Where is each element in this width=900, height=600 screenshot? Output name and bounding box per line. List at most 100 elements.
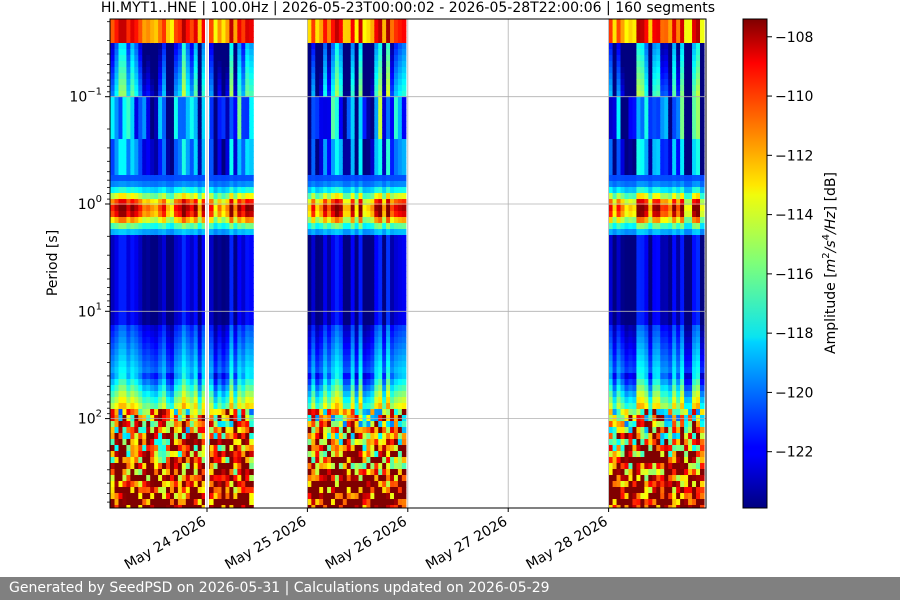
heatmap-cell xyxy=(362,343,368,350)
heatmap-cell xyxy=(393,187,399,194)
heatmap-cell xyxy=(138,433,143,440)
heatmap-cell xyxy=(327,199,332,206)
heatmap-cell xyxy=(374,361,379,368)
heatmap-cell xyxy=(323,307,328,314)
heatmap-cell xyxy=(217,313,223,320)
heatmap-cell xyxy=(114,319,120,326)
heatmap-cell xyxy=(354,253,360,260)
heatmap-cell xyxy=(130,391,135,398)
heatmap-cell xyxy=(185,175,191,182)
heatmap-cell xyxy=(338,277,344,284)
heatmap-cell xyxy=(370,133,375,140)
heatmap-cell xyxy=(315,499,320,506)
heatmap-cell xyxy=(393,349,399,356)
heatmap-cell xyxy=(331,127,336,134)
heatmap-cell xyxy=(110,403,116,410)
heatmap-cell xyxy=(114,235,120,242)
heatmap-cell xyxy=(241,451,246,458)
heatmap-cell xyxy=(346,157,352,164)
heatmap-cell xyxy=(307,439,312,446)
heatmap-cell xyxy=(158,475,163,482)
heatmap-cell xyxy=(307,469,312,476)
heatmap-cell xyxy=(138,43,143,50)
heatmap-cell xyxy=(177,199,183,206)
heatmap-cell xyxy=(374,439,379,446)
heatmap-cell xyxy=(334,145,340,152)
heatmap-cell xyxy=(331,367,336,374)
heatmap-cell xyxy=(225,427,231,434)
heatmap-cell xyxy=(201,379,207,386)
heatmap-cell xyxy=(362,103,368,110)
heatmap-cell xyxy=(166,85,171,92)
heatmap-cell xyxy=(197,43,203,50)
heatmap-cell xyxy=(346,73,352,80)
heatmap-cell xyxy=(338,463,344,470)
heatmap-cell xyxy=(138,133,143,140)
heatmap-cell xyxy=(346,325,352,332)
heatmap-cell xyxy=(166,265,171,272)
heatmap-cell xyxy=(118,301,124,308)
heatmap-cell xyxy=(374,277,379,284)
heatmap-cell xyxy=(237,79,242,86)
heatmap-cell xyxy=(138,241,143,248)
heatmap-cell xyxy=(209,349,215,356)
heatmap-cell xyxy=(177,31,183,38)
heatmap-cell xyxy=(319,73,324,80)
heatmap-cell xyxy=(382,493,387,500)
heatmap-cell xyxy=(126,157,131,164)
heatmap-cell xyxy=(209,109,215,116)
spectrogram-heatmap xyxy=(110,19,705,508)
heatmap-cell xyxy=(374,289,379,296)
heatmap-cell xyxy=(237,67,242,74)
heatmap-cell xyxy=(122,499,128,506)
heatmap-cell xyxy=(397,295,403,302)
heatmap-cell xyxy=(346,49,352,56)
heatmap-cell xyxy=(350,37,356,44)
heatmap-cell xyxy=(331,187,336,194)
heatmap-cell xyxy=(110,73,116,80)
heatmap-cell xyxy=(307,97,312,104)
heatmap-cell xyxy=(346,367,352,374)
heatmap-cell xyxy=(378,331,383,338)
heatmap-cell xyxy=(213,319,219,326)
heatmap-cell xyxy=(130,145,135,152)
heatmap-cell xyxy=(358,499,364,506)
heatmap-cell xyxy=(130,97,135,104)
heatmap-cell xyxy=(334,355,340,362)
heatmap-cell xyxy=(110,475,116,482)
heatmap-cell xyxy=(346,463,352,470)
heatmap-cell xyxy=(327,385,332,392)
heatmap-cell xyxy=(249,295,254,302)
heatmap-cell xyxy=(382,463,387,470)
heatmap-cell xyxy=(189,109,195,116)
heatmap-cell xyxy=(201,427,207,434)
heatmap-cell xyxy=(245,421,250,428)
heatmap-cell xyxy=(382,445,387,452)
heatmap-cell xyxy=(382,481,387,488)
heatmap-cell xyxy=(158,283,163,290)
heatmap-cell xyxy=(122,403,128,410)
heatmap-cell xyxy=(177,403,183,410)
heatmap-cell xyxy=(158,37,163,44)
heatmap-cell xyxy=(122,145,128,152)
heatmap-cell xyxy=(323,277,328,284)
heatmap-cell xyxy=(158,409,163,416)
heatmap-cell xyxy=(362,379,368,386)
heatmap-cell xyxy=(237,355,242,362)
heatmap-cell xyxy=(346,31,352,38)
heatmap-cell xyxy=(342,121,348,128)
heatmap-cell xyxy=(177,175,183,182)
heatmap-cell xyxy=(221,193,227,200)
heatmap-cell xyxy=(229,211,234,218)
heatmap-cell xyxy=(370,349,375,356)
heatmap-cell xyxy=(185,61,191,68)
heatmap-cell xyxy=(334,247,340,254)
heatmap-cell xyxy=(366,301,371,308)
heatmap-cell xyxy=(370,109,375,116)
heatmap-cell xyxy=(245,481,250,488)
heatmap-cell xyxy=(350,205,356,212)
heatmap-cell xyxy=(110,157,116,164)
heatmap-cell xyxy=(150,445,155,452)
heatmap-cell xyxy=(150,427,155,434)
heatmap-cell xyxy=(173,265,179,272)
